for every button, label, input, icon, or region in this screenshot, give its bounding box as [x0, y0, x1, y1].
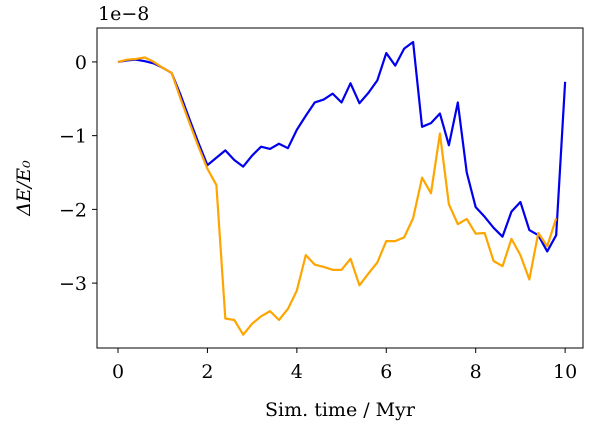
- y-axis-label: ΔE/E₀: [13, 160, 35, 217]
- y-tick-label: −3: [59, 273, 87, 295]
- x-tick-label: 2: [201, 361, 213, 383]
- y-tick-label: −2: [59, 199, 87, 221]
- offset-text: 1e−8: [98, 3, 149, 25]
- y-tick-label: 0: [75, 52, 87, 74]
- x-tick-label: 10: [553, 361, 577, 383]
- x-tick-label: 6: [380, 361, 392, 383]
- x-axis-label: Sim. time / Myr: [265, 399, 416, 421]
- plot-frame: [96, 27, 584, 349]
- data-line: [117, 56, 558, 336]
- y-tick-label: −1: [59, 126, 87, 148]
- x-tick-label: 8: [470, 361, 482, 383]
- data-line: [117, 40, 567, 253]
- x-tick-label: 0: [112, 361, 124, 383]
- x-tick-label: 4: [291, 361, 303, 383]
